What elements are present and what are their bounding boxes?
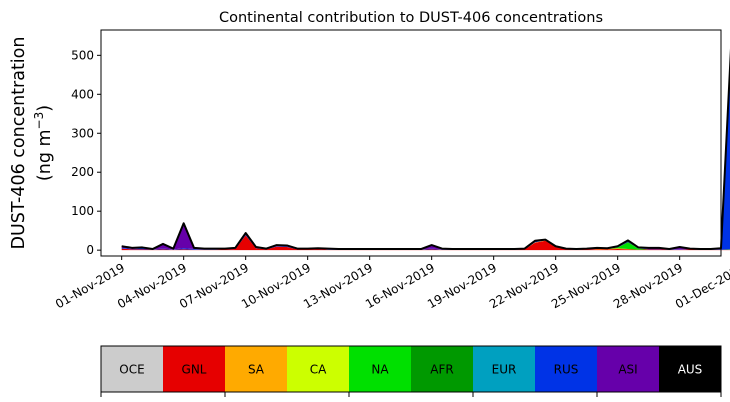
area-gnl — [121, 235, 730, 251]
y-tick-label: 400 — [71, 87, 94, 101]
y-axis-label-units-sup: −3 — [32, 112, 46, 130]
legend-label-asi: ASI — [618, 363, 637, 377]
legend-swatch-aus — [659, 346, 722, 392]
legend-swatch-rus — [535, 346, 598, 392]
x-tick-label: 16-Nov-2019 — [363, 260, 437, 311]
chart-title: Continental contribution to DUST-406 con… — [219, 10, 603, 26]
legend-swatch-sa — [225, 346, 288, 392]
y-axis-label-units-suffix: ) — [35, 105, 55, 112]
y-tick-label: 200 — [71, 165, 94, 179]
y-tick-label: 100 — [71, 204, 94, 218]
x-tick-label: 28-Nov-2019 — [611, 260, 685, 311]
legend-label-aus: AUS — [678, 363, 703, 377]
y-axis: 0 100 200 300 400 500 — [71, 48, 101, 257]
stacked-areas — [121, 68, 730, 251]
x-tick-label: 25-Nov-2019 — [549, 260, 623, 311]
x-tick-label: 10-Nov-2019 — [239, 260, 313, 311]
area-asi — [121, 68, 730, 250]
legend-label-na: NA — [371, 363, 389, 377]
y-axis-label-units-prefix: (ng m — [35, 129, 55, 181]
legend-swatch-ca — [287, 346, 350, 392]
legend-frame — [100, 345, 722, 393]
x-tick-label: 04-Nov-2019 — [115, 260, 189, 311]
legend-label-rus: RUS — [554, 363, 579, 377]
legend-label-ca: CA — [310, 363, 327, 377]
total-outline-line — [121, 48, 730, 250]
x-tick-label: 07-Nov-2019 — [177, 260, 251, 311]
legend-label-eur: EUR — [492, 363, 517, 377]
y-tick-label: 300 — [71, 126, 94, 140]
area-rus — [121, 71, 730, 250]
x-tick-label: 01-Nov-2019 — [53, 260, 127, 311]
legend-swatch-na — [349, 346, 412, 392]
y-tick-label: 0 — [86, 243, 94, 257]
legend-label-sa: SA — [248, 363, 265, 377]
legend-colorbar: OCE GNL SA CA NA AFR EUR RUS ASI AUS — [100, 345, 722, 397]
x-tick-label: 13-Nov-2019 — [301, 260, 375, 311]
x-axis: 01-Nov-201904-Nov-201907-Nov-201910-Nov-… — [53, 256, 730, 311]
legend-swatch-oce — [101, 346, 164, 392]
legend-swatch-afr — [411, 346, 474, 392]
x-tick-label: 19-Nov-2019 — [425, 260, 499, 311]
legend-swatch-eur — [473, 346, 536, 392]
x-tick-label: 22-Nov-2019 — [487, 260, 561, 311]
legend-label-gnl: GNL — [182, 363, 207, 377]
area-aus — [121, 68, 730, 249]
y-tick-label: 500 — [71, 48, 94, 62]
legend-label-afr: AFR — [430, 363, 453, 377]
y-axis-label-line1: DUST-406 concentration — [9, 37, 29, 250]
legend-label-oce: OCE — [119, 363, 144, 377]
y-axis-label-units: (ng m−3) — [32, 105, 55, 181]
plot-area-frame — [100, 29, 722, 257]
legend-swatch-asi — [597, 346, 660, 392]
y-axis-label: DUST-406 concentration — [9, 37, 29, 250]
legend-swatch-gnl — [163, 346, 226, 392]
